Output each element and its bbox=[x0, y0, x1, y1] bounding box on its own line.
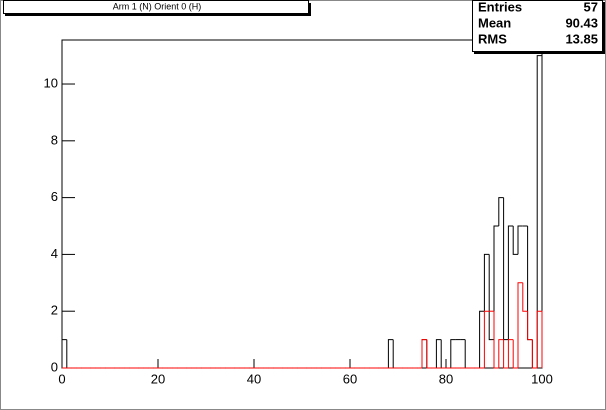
hist-bin bbox=[498, 197, 504, 227]
stats-box bbox=[472, 0, 603, 52]
stats-value: 13.85 bbox=[565, 31, 598, 46]
hist-bin bbox=[426, 339, 432, 369]
hist-bin bbox=[507, 339, 514, 368]
stats-value: 57 bbox=[584, 0, 598, 14]
hist-bin bbox=[531, 339, 538, 369]
hist-bin bbox=[493, 225, 499, 340]
hist-bin bbox=[522, 282, 528, 312]
hist-bin bbox=[488, 254, 494, 341]
hist-bin bbox=[536, 310, 543, 368]
x-tick-label: 60 bbox=[343, 371, 357, 386]
hist-bin bbox=[512, 339, 518, 369]
hist-bin bbox=[483, 253, 490, 312]
x-tick-label: 100 bbox=[531, 371, 553, 386]
x-tick-label: 20 bbox=[151, 371, 165, 386]
x-tick-label: 40 bbox=[247, 371, 261, 386]
hist-bin bbox=[483, 310, 490, 368]
hist-bin bbox=[435, 339, 442, 368]
stats-label: RMS bbox=[478, 31, 507, 46]
y-tick-label: 10 bbox=[44, 75, 58, 90]
stats-label: Entries bbox=[478, 0, 522, 14]
title-box bbox=[3, 0, 309, 14]
stats-label: Mean bbox=[478, 15, 511, 30]
hist-bin bbox=[527, 311, 533, 341]
hist-bin bbox=[536, 55, 543, 368]
hist-bin bbox=[493, 311, 499, 369]
stats-value: 90.43 bbox=[565, 15, 598, 30]
chart-title: Arm 1 (N) Orient 0 (H) bbox=[113, 1, 202, 11]
hist-bin bbox=[512, 226, 518, 255]
y-tick-label: 6 bbox=[51, 189, 58, 204]
hist-bin bbox=[503, 339, 509, 369]
hist-bin bbox=[387, 339, 394, 368]
hist-bin bbox=[479, 310, 485, 368]
hist-bin bbox=[498, 339, 504, 368]
hist-bin bbox=[507, 225, 514, 340]
y-tick-label: 0 bbox=[51, 359, 58, 374]
y-tick-label: 4 bbox=[51, 246, 58, 261]
hist-bin bbox=[517, 282, 523, 368]
hist-bin bbox=[450, 339, 456, 368]
y-tick-label: 8 bbox=[51, 132, 58, 147]
x-tick-label: 80 bbox=[439, 371, 453, 386]
x-tick-label: 0 bbox=[58, 371, 65, 386]
hist-bin bbox=[421, 339, 427, 368]
y-tick-label: 2 bbox=[51, 303, 58, 318]
hist-bin bbox=[517, 225, 523, 255]
hist-bin bbox=[61, 339, 67, 368]
frame bbox=[61, 39, 543, 369]
